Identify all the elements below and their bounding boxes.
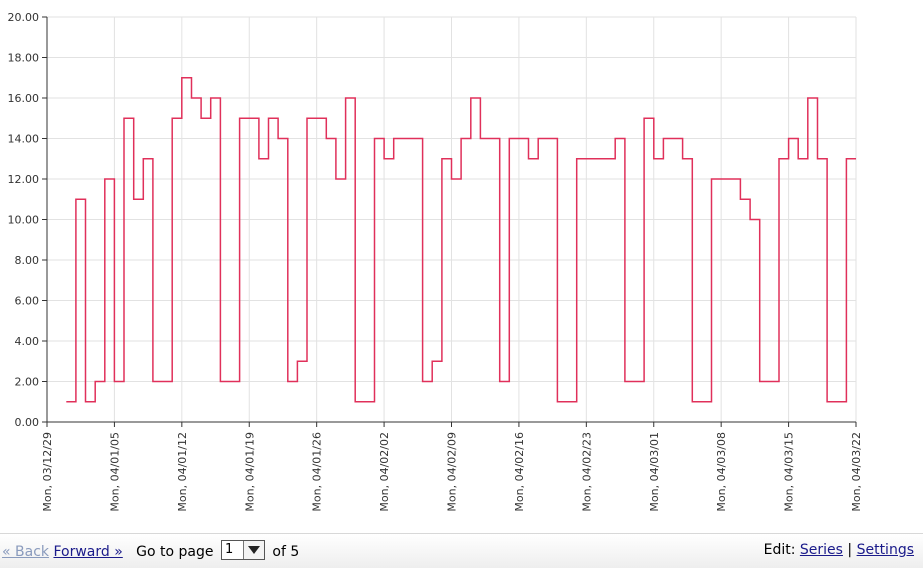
pagination-footer: « Back Forward » Go to page 1 of 5 Edit:… bbox=[0, 533, 923, 568]
y-tick-label: 20.00 bbox=[8, 11, 40, 24]
x-tick-label: Mon, 04/03/15 bbox=[783, 432, 796, 512]
x-tick-label: Mon, 03/12/29 bbox=[41, 432, 54, 512]
x-tick-label: Mon, 04/01/26 bbox=[311, 432, 324, 512]
chart-area: 0.00 2.00 4.00 6.00 8.00 10.00 12.00 14.00 16.00… bbox=[8, 11, 864, 512]
x-tick-label: Mon, 04/01/19 bbox=[243, 432, 256, 512]
y-tick-label: 2.00 bbox=[15, 376, 40, 389]
x-tick-label: Mon, 04/01/05 bbox=[108, 432, 121, 512]
go-to-page-label: Go to page bbox=[136, 544, 214, 560]
y-tick-label: 8.00 bbox=[15, 254, 40, 267]
y-tick-label: 16.00 bbox=[8, 92, 40, 105]
step-line-chart: 0.00 2.00 4.00 6.00 8.00 10.00 12.00 14.00 16.00… bbox=[8, 11, 864, 512]
x-tick-label: Mon, 04/02/23 bbox=[580, 432, 593, 512]
series-link[interactable]: Series bbox=[799, 542, 843, 558]
y-tick-label: 14.00 bbox=[8, 133, 40, 146]
y-tick-label: 10.00 bbox=[8, 214, 40, 227]
settings-link[interactable]: Settings bbox=[856, 542, 914, 558]
pagination-controls: « Back Forward » Go to page 1 of 5 bbox=[2, 540, 300, 562]
x-tick-label: Mon, 04/02/02 bbox=[378, 432, 391, 512]
forward-link[interactable]: Forward » bbox=[53, 544, 123, 560]
x-tick-label: Mon, 04/02/09 bbox=[446, 432, 459, 512]
page-count-label: of 5 bbox=[272, 544, 300, 560]
chevron-down-icon[interactable] bbox=[242, 541, 264, 559]
edit-controls: Edit: Series | Settings bbox=[764, 542, 914, 558]
y-tick-label: 0.00 bbox=[15, 416, 40, 429]
x-tick-label: Mon, 04/01/12 bbox=[176, 432, 189, 512]
x-tick-label: Mon, 04/02/16 bbox=[513, 432, 526, 512]
y-tick-label: 6.00 bbox=[15, 295, 40, 308]
y-tick-label: 4.00 bbox=[15, 335, 40, 348]
series-line bbox=[66, 77, 856, 403]
x-tick-label: Mon, 04/03/01 bbox=[648, 432, 661, 512]
separator: | bbox=[847, 542, 853, 558]
y-tick-label: 12.00 bbox=[8, 173, 40, 186]
x-tick-label: Mon, 04/03/08 bbox=[715, 432, 728, 512]
page-select-value: 1 bbox=[224, 542, 234, 557]
y-tick-label: 18.00 bbox=[8, 52, 40, 65]
page-select[interactable]: 1 bbox=[220, 540, 265, 560]
x-tick-label: Mon, 04/03/22 bbox=[850, 432, 863, 512]
back-link[interactable]: « Back bbox=[2, 544, 50, 560]
edit-label: Edit: bbox=[763, 542, 796, 558]
